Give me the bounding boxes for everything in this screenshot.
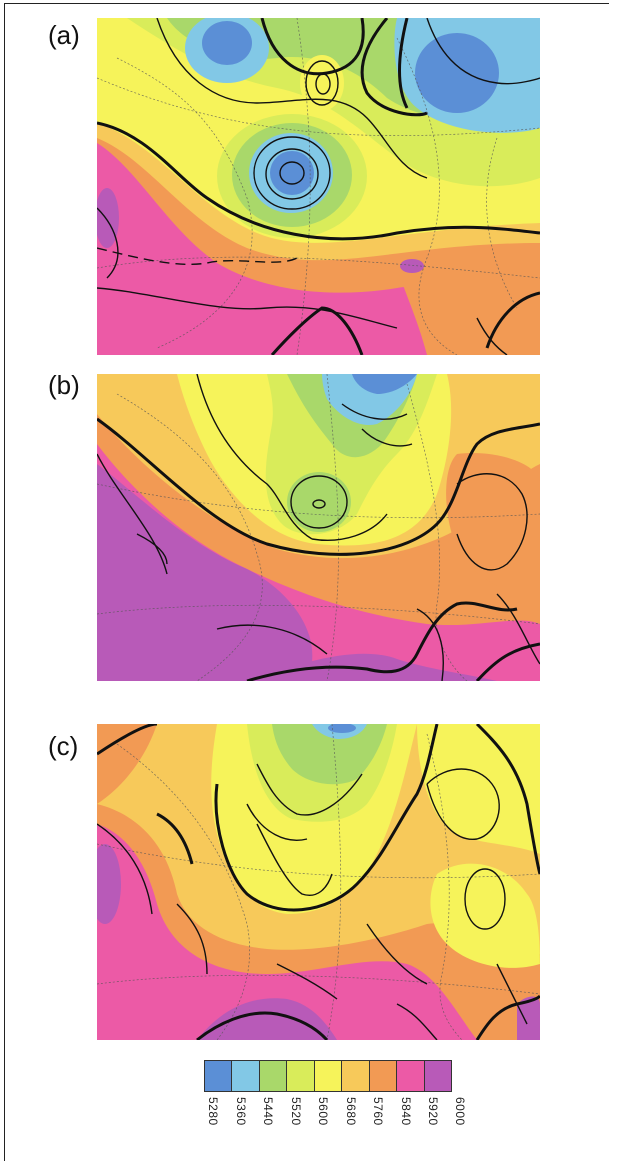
- colorbar-tick-label: 5520: [288, 1097, 303, 1126]
- colorbar-swatch-6: [368, 1061, 397, 1091]
- map-a-svg: [97, 18, 540, 355]
- colorbar-swatch-4: [313, 1061, 342, 1091]
- colorbar-swatch-5: [341, 1061, 369, 1091]
- map-panel-c: [97, 724, 540, 1040]
- colorbar-tick-label: 5840: [398, 1097, 413, 1126]
- map-b-svg: [97, 374, 540, 681]
- figure-frame: [4, 3, 609, 1161]
- map-c-svg: [97, 724, 540, 1040]
- colorbar-swatch-8: [423, 1061, 451, 1091]
- panel-label-c: (c): [48, 731, 79, 761]
- colorbar-tick-label: 5280: [206, 1097, 220, 1126]
- colorbar-bar: [204, 1060, 452, 1092]
- colorbar-swatch-0: [205, 1061, 232, 1091]
- colorbar-tick-label: 5360: [233, 1097, 248, 1126]
- colorbar-tick-label: 5680: [343, 1097, 358, 1126]
- colorbar-swatch-3: [286, 1061, 314, 1091]
- map-panel-b: [97, 374, 540, 681]
- colorbar-tick-label: 5920: [426, 1097, 440, 1126]
- colorbar-swatch-1: [231, 1061, 259, 1091]
- panel-label-b: (b): [48, 370, 80, 400]
- colorbar-tick-label: 5440: [261, 1097, 275, 1126]
- colorbar-tick-label: 5600: [316, 1097, 330, 1126]
- colorbar-tick-label: 6000: [453, 1097, 467, 1126]
- map-panel-a: [97, 18, 540, 355]
- colorbar-swatch-2: [258, 1061, 287, 1091]
- panel-label-a: (a): [48, 20, 80, 50]
- colorbar-tick-label: 5760: [371, 1097, 385, 1126]
- colorbar-swatch-7: [396, 1061, 424, 1091]
